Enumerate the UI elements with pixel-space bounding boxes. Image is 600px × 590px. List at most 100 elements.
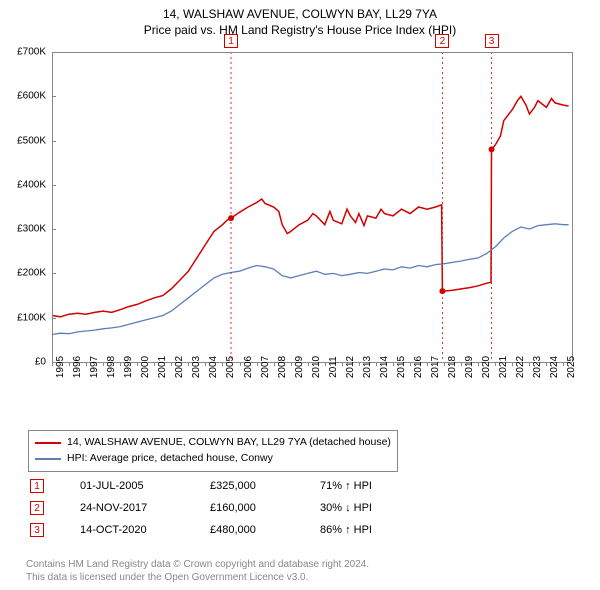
event-table-date: 14-OCT-2020: [80, 524, 210, 536]
x-axis-label: 2020: [481, 356, 492, 378]
x-axis-label: 2001: [157, 356, 168, 378]
event-table-date: 24-NOV-2017: [80, 502, 210, 514]
x-axis-label: 2015: [396, 356, 407, 378]
x-tick: [444, 362, 445, 366]
x-axis-label: 2016: [413, 356, 424, 378]
y-tick: [52, 229, 56, 230]
y-axis-label: £700K: [0, 47, 46, 58]
event-marker-box: 2: [435, 34, 449, 48]
x-axis-label: 2000: [140, 356, 151, 378]
events-table: 1 01-JUL-2005£325,00071% ↑ HPI 2 24-NOV-201…: [30, 475, 430, 541]
x-tick: [410, 362, 411, 366]
y-tick: [52, 96, 56, 97]
x-tick: [69, 362, 70, 366]
event-table-price: £160,000: [210, 502, 320, 514]
x-axis-label: 2019: [464, 356, 475, 378]
x-axis-label: 2009: [294, 356, 305, 378]
x-axis-label: 1999: [123, 356, 134, 378]
x-axis-label: 2025: [566, 356, 577, 378]
x-axis-label: 2004: [208, 356, 219, 378]
event-table-date: 01-JUL-2005: [80, 480, 210, 492]
y-axis-line: [52, 52, 53, 362]
x-axis-label: 2010: [311, 356, 322, 378]
x-axis-label: 2002: [174, 356, 185, 378]
x-tick: [120, 362, 121, 366]
x-tick: [257, 362, 258, 366]
y-tick: [52, 273, 56, 274]
x-axis-label: 2024: [549, 356, 560, 378]
legend-box: 14, WALSHAW AVENUE, COLWYN BAY, LL29 7YA…: [28, 430, 398, 472]
event-table-hpi: 86% ↑ HPI: [320, 524, 430, 536]
x-tick: [376, 362, 377, 366]
event-point: [439, 288, 445, 294]
x-tick: [495, 362, 496, 366]
series-line-0: [52, 96, 569, 316]
x-tick: [478, 362, 479, 366]
x-axis-label: 2014: [379, 356, 390, 378]
event-table-hpi: 30% ↓ HPI: [320, 502, 430, 514]
y-axis-label: £500K: [0, 135, 46, 146]
title-line2: Price paid vs. HM Land Registry's House …: [0, 22, 600, 38]
x-axis-label: 1995: [55, 356, 66, 378]
event-table-price: £480,000: [210, 524, 320, 536]
event-table-marker: 2: [30, 501, 44, 515]
x-axis-label: 2021: [498, 356, 509, 378]
x-axis-label: 1996: [72, 356, 83, 378]
x-tick: [427, 362, 428, 366]
footer-line1: Contains HM Land Registry data © Crown c…: [26, 558, 369, 571]
x-axis-label: 2008: [277, 356, 288, 378]
event-table-hpi: 71% ↑ HPI: [320, 480, 430, 492]
x-axis-label: 2011: [328, 356, 339, 378]
event-table-row: 3 14-OCT-2020£480,00086% ↑ HPI: [30, 519, 430, 541]
x-tick: [137, 362, 138, 366]
x-tick: [154, 362, 155, 366]
x-tick: [103, 362, 104, 366]
x-axis-label: 2006: [243, 356, 254, 378]
event-table-row: 1 01-JUL-2005£325,00071% ↑ HPI: [30, 475, 430, 497]
legend-row: HPI: Average price, detached house, Conw…: [35, 451, 391, 467]
x-axis-label: 2013: [362, 356, 373, 378]
x-axis-top-line: [52, 52, 572, 53]
event-table-row: 2 24-NOV-2017£160,00030% ↓ HPI: [30, 497, 430, 519]
x-tick: [171, 362, 172, 366]
event-table-marker: 1: [30, 479, 44, 493]
event-table-col-marker: 1: [30, 479, 80, 493]
x-tick: [222, 362, 223, 366]
x-tick: [529, 362, 530, 366]
x-axis-label: 2018: [447, 356, 458, 378]
x-tick: [308, 362, 309, 366]
legend-row: 14, WALSHAW AVENUE, COLWYN BAY, LL29 7YA…: [35, 435, 391, 451]
y-axis-label: £0: [0, 357, 46, 368]
legend-swatch: [35, 458, 61, 460]
x-tick: [240, 362, 241, 366]
event-point: [489, 146, 495, 152]
chart-container: 14, WALSHAW AVENUE, COLWYN BAY, LL29 7YA…: [0, 0, 600, 590]
legend-swatch: [35, 442, 61, 444]
title-block: 14, WALSHAW AVENUE, COLWYN BAY, LL29 7YA…: [0, 0, 600, 38]
x-axis-label: 2017: [430, 356, 441, 378]
event-point: [228, 215, 234, 221]
x-axis-label: 2007: [260, 356, 271, 378]
footer-line2: This data is licensed under the Open Gov…: [26, 571, 369, 584]
x-tick: [291, 362, 292, 366]
y-axis-label: £400K: [0, 179, 46, 190]
event-table-col-marker: 3: [30, 523, 80, 537]
x-tick: [325, 362, 326, 366]
legend-label: HPI: Average price, detached house, Conw…: [67, 451, 273, 467]
x-axis-label: 2003: [191, 356, 202, 378]
x-axis-label: 2005: [225, 356, 236, 378]
x-tick: [274, 362, 275, 366]
x-tick: [188, 362, 189, 366]
x-tick: [512, 362, 513, 366]
event-table-price: £325,000: [210, 480, 320, 492]
title-line1: 14, WALSHAW AVENUE, COLWYN BAY, LL29 7YA: [0, 6, 600, 22]
x-axis-label: 2012: [345, 356, 356, 378]
y-axis-right-line: [572, 52, 573, 362]
y-tick: [52, 141, 56, 142]
chart-svg: [52, 52, 572, 362]
x-tick: [546, 362, 547, 366]
event-table-marker: 3: [30, 523, 44, 537]
legend-label: 14, WALSHAW AVENUE, COLWYN BAY, LL29 7YA…: [67, 435, 391, 451]
x-axis-label: 1997: [89, 356, 100, 378]
y-axis-label: £200K: [0, 268, 46, 279]
